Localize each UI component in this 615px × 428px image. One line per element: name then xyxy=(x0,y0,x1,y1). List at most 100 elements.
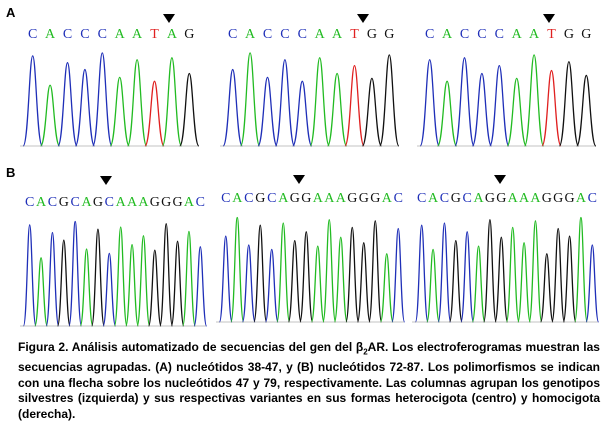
peak-a2-7 xyxy=(344,64,365,147)
peak-b1-1 xyxy=(34,257,48,327)
base-a3-5: A xyxy=(512,27,523,42)
peak-a1-6 xyxy=(126,59,148,147)
base-a1-5: A xyxy=(115,27,126,42)
base-b3-13: G xyxy=(565,191,575,206)
base-a3-2: C xyxy=(460,27,469,42)
peak-a2-9 xyxy=(379,54,400,147)
base-a1-7: T xyxy=(150,27,159,42)
base-b1-1: A xyxy=(36,195,47,210)
polymorphism-arrow-a-3 xyxy=(543,14,555,23)
peak-a1-1 xyxy=(39,84,61,147)
peak-b3-1 xyxy=(426,248,440,323)
peak-b1-0 xyxy=(22,224,37,327)
base-b2-5: A xyxy=(278,191,289,206)
base-b2-2: C xyxy=(244,191,253,206)
peak-b2-12 xyxy=(356,242,371,323)
polymorphism-arrow-a-2 xyxy=(357,14,369,23)
peak-b2-9 xyxy=(322,219,337,323)
peak-b3-15 xyxy=(585,244,600,323)
base-a3-4: C xyxy=(495,27,504,42)
base-b2-6: G xyxy=(290,191,300,206)
base-b1-6: G xyxy=(93,195,103,210)
base-b3-8: A xyxy=(508,191,519,206)
peak-a1-2 xyxy=(57,62,78,147)
peak-b1-4 xyxy=(68,220,83,327)
base-a3-6: A xyxy=(529,27,540,42)
peak-b1-13 xyxy=(170,240,185,327)
base-b2-15: C xyxy=(394,191,403,206)
peak-b2-14 xyxy=(379,253,394,323)
peak-b1-3 xyxy=(56,239,71,327)
peak-a1-7 xyxy=(144,80,165,147)
base-b2-10: A xyxy=(336,191,347,206)
base-a2-9: G xyxy=(384,27,394,42)
base-b1-5: A xyxy=(82,195,93,210)
base-b2-7: G xyxy=(301,191,311,206)
base-b3-5: A xyxy=(474,191,485,206)
peak-b2-7 xyxy=(299,231,314,323)
peak-b1-9 xyxy=(125,243,139,327)
peak-b3-3 xyxy=(448,239,463,323)
peak-a1-4 xyxy=(92,52,113,147)
peak-b2-6 xyxy=(287,239,302,323)
base-a2-2: C xyxy=(263,27,272,42)
base-b2-3: G xyxy=(255,191,265,206)
peak-b2-13 xyxy=(368,220,383,323)
base-a2-8: G xyxy=(367,27,377,42)
base-a3-7: T xyxy=(547,27,556,42)
base-b3-11: G xyxy=(542,191,552,206)
peak-b1-8 xyxy=(113,226,128,327)
polymorphism-arrow-b-2 xyxy=(293,175,305,184)
peak-b2-2 xyxy=(241,244,256,323)
peak-b3-6 xyxy=(483,219,497,323)
caption-part-2: AR. Los electroferogramas muestran las s… xyxy=(18,340,600,421)
base-b3-2: C xyxy=(440,191,449,206)
peak-b1-10 xyxy=(136,235,151,327)
base-b1-15: C xyxy=(196,195,205,210)
base-b3-6: G xyxy=(485,191,495,206)
base-a1-8: A xyxy=(167,27,178,42)
base-a1-6: A xyxy=(132,27,143,42)
peak-a2-6 xyxy=(326,72,348,147)
panel-b-label: B xyxy=(6,165,16,180)
peak-b3-14 xyxy=(574,216,588,323)
base-b1-8: A xyxy=(116,195,127,210)
peak-a3-3 xyxy=(471,72,493,147)
peak-b3-5 xyxy=(471,245,486,323)
base-b2-11: G xyxy=(347,191,357,206)
base-a1-9: G xyxy=(184,27,194,42)
peak-a1-0 xyxy=(22,55,43,147)
polymorphism-arrow-b-3 xyxy=(494,175,506,184)
base-a2-0: C xyxy=(228,27,237,42)
peak-a1-8 xyxy=(161,57,183,147)
peak-b3-8 xyxy=(505,226,520,323)
base-b1-9: A xyxy=(127,195,138,210)
base-a1-0: C xyxy=(28,27,37,42)
base-a2-4: C xyxy=(298,27,307,42)
peak-b3-10 xyxy=(528,220,543,323)
peak-b2-0 xyxy=(218,235,233,323)
peak-b3-12 xyxy=(551,227,566,323)
base-b3-12: G xyxy=(553,191,563,206)
base-b3-3: G xyxy=(451,191,461,206)
base-b2-1: A xyxy=(232,191,243,206)
figure-caption: Figura 2. Análisis automatizado de secue… xyxy=(18,340,600,422)
base-b1-4: C xyxy=(71,195,80,210)
base-a2-5: A xyxy=(315,27,326,42)
base-a3-1: A xyxy=(442,27,453,42)
peak-b3-13 xyxy=(562,235,577,323)
peak-a1-5 xyxy=(109,76,130,147)
peak-a3-1 xyxy=(436,80,458,147)
peak-b1-2 xyxy=(45,231,60,327)
peak-a3-6 xyxy=(523,54,545,147)
peak-b1-15 xyxy=(193,246,208,327)
peak-b3-9 xyxy=(517,242,531,323)
base-b2-14: A xyxy=(382,191,393,206)
base-b2-12: G xyxy=(359,191,369,206)
